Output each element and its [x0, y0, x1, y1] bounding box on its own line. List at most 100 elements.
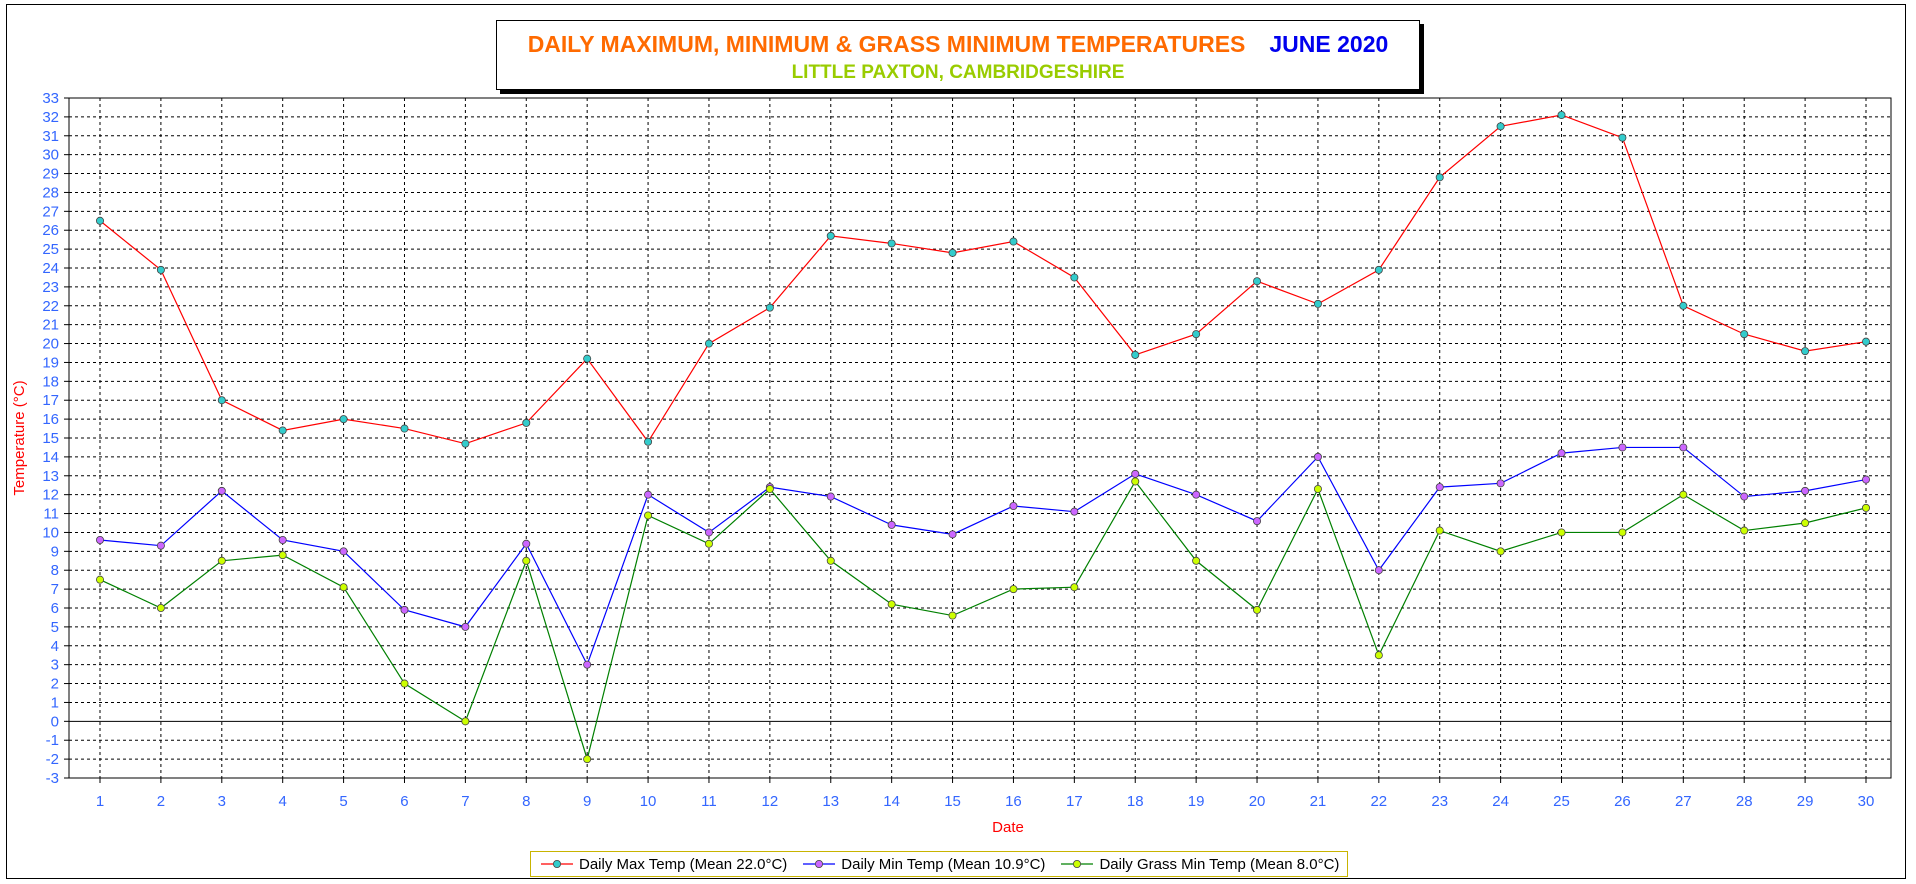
data-point — [583, 755, 592, 764]
data-point — [826, 231, 835, 240]
x-tick-label: 11 — [701, 793, 717, 810]
data-point — [1435, 483, 1444, 492]
data-point — [1009, 501, 1018, 510]
data-point — [461, 439, 470, 448]
data-point — [1009, 237, 1018, 246]
y-tick-label: 25 — [42, 241, 59, 258]
data-point — [96, 216, 105, 225]
y-tick-label: 30 — [42, 147, 59, 164]
y-tick-label: 15 — [42, 430, 59, 447]
x-tick-label: 9 — [583, 793, 591, 810]
x-tick-label: 8 — [522, 793, 530, 810]
x-tick-label: 13 — [822, 793, 839, 810]
series-line-2 — [99, 446, 1867, 667]
y-tick-label: 11 — [43, 506, 59, 523]
chart-title-box: DAILY MAXIMUM, MINIMUM & GRASS MINIMUM T… — [496, 20, 1420, 90]
y-tick-label: 31 — [42, 128, 59, 145]
data-point — [704, 339, 713, 348]
x-tick-label: 26 — [1614, 793, 1631, 810]
data-point — [1679, 443, 1688, 452]
data-point — [887, 600, 896, 609]
data-point — [96, 536, 105, 545]
data-point — [1253, 517, 1262, 526]
x-tick-label: 3 — [218, 793, 226, 810]
y-tick-label: 3 — [51, 657, 59, 674]
legend-swatch — [803, 860, 836, 868]
data-point — [1192, 556, 1201, 565]
y-tick-label: 19 — [42, 354, 59, 371]
x-tick-label: 21 — [1310, 793, 1327, 810]
x-tick-label: 27 — [1675, 793, 1692, 810]
data-point — [1192, 490, 1201, 499]
data-point — [1740, 526, 1749, 535]
y-tick-label: 14 — [42, 449, 59, 466]
y-tick-label: -3 — [46, 770, 59, 787]
data-point — [644, 490, 653, 499]
data-point — [1801, 519, 1810, 528]
y-tick-label: 27 — [42, 203, 59, 220]
x-tick-label: 20 — [1249, 793, 1266, 810]
data-point — [1862, 475, 1871, 484]
data-point — [1801, 347, 1810, 356]
data-point — [400, 679, 409, 688]
data-point — [217, 396, 226, 405]
data-point — [704, 528, 713, 537]
y-tick-label: 13 — [42, 468, 59, 485]
x-tick-label: 24 — [1492, 793, 1509, 810]
data-point — [339, 547, 348, 556]
x-tick-label: 14 — [883, 793, 900, 810]
series-line-3 — [99, 480, 1867, 762]
data-point — [1801, 486, 1810, 495]
y-tick-label: 2 — [51, 676, 59, 693]
y-tick-label: 7 — [51, 581, 59, 598]
x-tick-label: 10 — [640, 793, 657, 810]
data-point — [1070, 507, 1079, 516]
data-point — [1374, 566, 1383, 575]
x-tick-label: 23 — [1431, 793, 1448, 810]
x-tick-label: 25 — [1553, 793, 1570, 810]
y-tick-label: 16 — [42, 411, 59, 428]
y-tick-label: 20 — [42, 336, 59, 353]
data-point — [400, 605, 409, 614]
data-point — [1618, 528, 1627, 537]
y-tick-label: 17 — [42, 392, 59, 409]
y-tick-label: 32 — [42, 109, 59, 126]
x-tick-label: 28 — [1736, 793, 1753, 810]
y-tick-label: 22 — [42, 298, 59, 315]
data-point — [765, 484, 774, 493]
x-tick-label: 18 — [1127, 793, 1144, 810]
data-point — [400, 424, 409, 433]
chart-title-line: DAILY MAXIMUM, MINIMUM & GRASS MINIMUM T… — [497, 31, 1419, 58]
legend-label: Daily Grass Min Temp (Mean 8.0°C) — [1099, 855, 1340, 873]
x-tick-label: 17 — [1066, 793, 1083, 810]
data-point — [583, 660, 592, 669]
data-point — [278, 551, 287, 560]
data-point — [1862, 503, 1871, 512]
data-point — [1740, 492, 1749, 501]
y-tick-label: 5 — [51, 619, 59, 636]
data-point — [1496, 479, 1505, 488]
data-point — [1435, 526, 1444, 535]
plot-border — [68, 97, 1892, 779]
legend-label: Daily Min Temp (Mean 10.9°C) — [841, 855, 1046, 873]
data-point — [1070, 273, 1079, 282]
legend-item: Daily Grass Min Temp (Mean 8.0°C) — [1059, 856, 1339, 873]
data-point — [156, 604, 165, 613]
x-tick-label: 12 — [762, 793, 779, 810]
x-tick-label: 7 — [461, 793, 469, 810]
legend-item: Daily Min Temp (Mean 10.9°C) — [801, 856, 1045, 873]
y-tick-label: 6 — [51, 600, 59, 617]
data-point — [948, 248, 957, 257]
data-point — [1313, 484, 1322, 493]
y-axis-label: Temperature (°C) — [11, 380, 28, 495]
data-point — [1679, 301, 1688, 310]
chart-subtitle: LITTLE PAXTON, CAMBRIDGESHIRE — [791, 62, 1125, 83]
data-point — [461, 622, 470, 631]
data-point — [522, 418, 531, 427]
x-tick-label: 1 — [96, 793, 104, 810]
chart-legend: Daily Max Temp (Mean 22.0°C) Daily Min Te… — [530, 851, 1349, 877]
data-point — [339, 583, 348, 592]
y-tick-label: 29 — [42, 166, 59, 183]
data-point — [1557, 449, 1566, 458]
data-point — [156, 541, 165, 550]
